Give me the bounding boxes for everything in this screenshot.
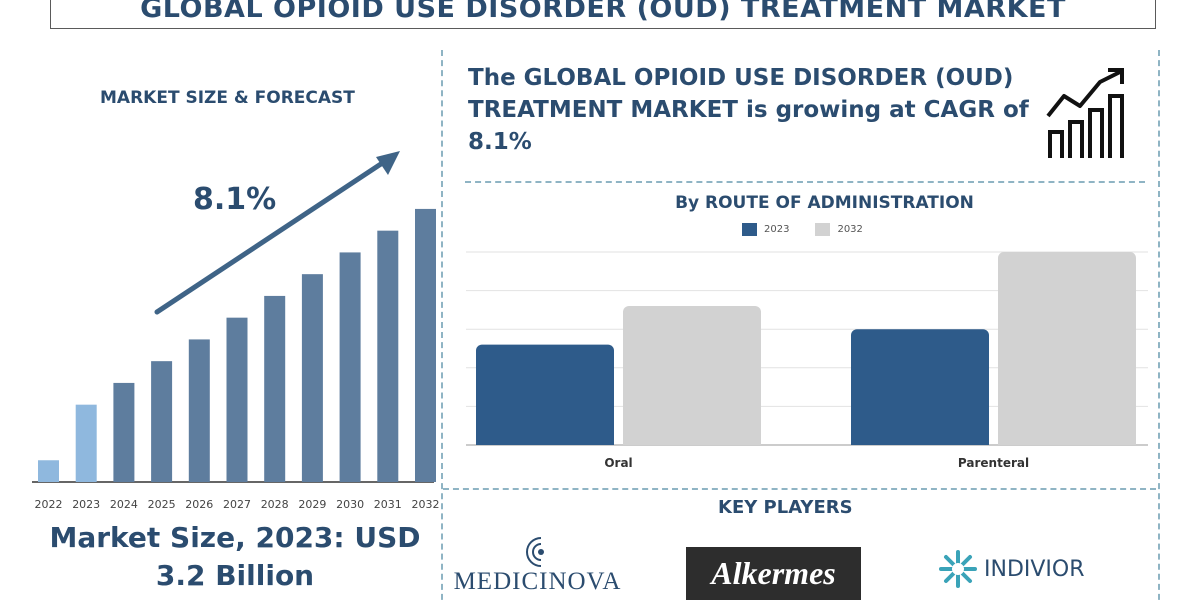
route-legend: 2023 2032 (742, 223, 881, 236)
key-players-title: KEY PLAYERS (718, 497, 853, 518)
tick-label-2025: 2025 (148, 498, 176, 511)
tick-label-2028: 2028 (261, 498, 289, 511)
indivior-star-icon (939, 550, 977, 588)
tick-label-2022: 2022 (35, 498, 63, 511)
medicinova-rings-icon (526, 537, 544, 567)
bar-2029 (301, 274, 323, 482)
bar-2032 (415, 208, 436, 482)
legend-label-2032: 2032 (837, 224, 863, 235)
bar-2028 (264, 295, 286, 482)
alkermes-logo: Alkermes (686, 547, 861, 600)
tick-label-2031: 2031 (374, 498, 402, 511)
vertical-divider (441, 50, 443, 600)
market-size-subtitle: MARKET SIZE & FORECAST (100, 88, 355, 108)
legend-swatch-2023 (742, 223, 757, 236)
bar-2025 (151, 361, 173, 482)
bar-base-oral-2023 (476, 437, 614, 445)
cagr-label: 8.1% (193, 182, 277, 217)
bar-base-parenteral-2032 (998, 437, 1136, 445)
category-label-parenteral: Parenteral (958, 456, 1029, 470)
market-size-line1: Market Size, 2023: USD (49, 521, 421, 554)
bar-2027 (226, 317, 248, 482)
legend-swatch-2032 (815, 223, 831, 236)
headline: The GLOBAL OPIOID USE DISORDER (OUD) TRE… (468, 65, 1029, 155)
title-banner: GLOBAL OPIOID USE DISORDER (OUD) TREATME… (50, 0, 1156, 29)
trend-arrow-head (376, 151, 400, 175)
route-chart-title: By ROUTE OF ADMINISTRATION (675, 193, 974, 213)
medicinova-word: MEDICINOVA (453, 568, 622, 595)
market-size-line2: 3.2 Billion (155, 559, 315, 592)
bar-2022 (38, 460, 59, 482)
route-chart: Oral Parenteral (466, 251, 1148, 470)
bar-2030 (339, 252, 361, 482)
tick-label-2032: 2032 (412, 498, 440, 511)
bar-base-oral-2032 (623, 437, 761, 445)
medicinova-logo: MEDICINOVA (450, 532, 625, 600)
divider-top (465, 181, 1145, 183)
legend-item-2023: 2023 (742, 223, 789, 236)
tick-label-2027: 2027 (223, 498, 251, 511)
page-title: GLOBAL OPIOID USE DISORDER (OUD) TREATME… (140, 0, 1066, 24)
alkermes-word: Alkermes (711, 555, 836, 591)
indivior-word: INDIVIOR (984, 556, 1085, 582)
bar-parenteral-2032 (998, 252, 1136, 445)
bar-parenteral-2023 (851, 329, 989, 445)
tick-label-2029: 2029 (298, 498, 326, 511)
tick-label-2024: 2024 (110, 498, 138, 511)
divider-bottom (443, 488, 1156, 490)
growth-chart-icon (1046, 68, 1124, 158)
legend-label-2023: 2023 (764, 224, 790, 235)
tick-label-2030: 2030 (336, 498, 364, 511)
bar-oral-2023 (476, 344, 614, 445)
bar-base-parenteral-2023 (851, 437, 989, 445)
tick-label-2023: 2023 (72, 498, 100, 511)
market-size-text: Market Size, 2023: USD 3.2 Billion (30, 519, 440, 595)
trend-arrow-shaft (154, 155, 393, 315)
vertical-divider-right (1158, 50, 1160, 600)
category-label-oral: Oral (604, 456, 632, 470)
bar-2031 (377, 230, 399, 482)
bar-2023 (75, 404, 97, 482)
bar-2026 (188, 339, 210, 482)
legend-item-2032: 2032 (815, 223, 863, 236)
indivior-logo: INDIVIOR (938, 548, 1085, 590)
market-size-chart: 2022 2023 2024 2025 2026 2027 2028 2029 2030 2031… (32, 151, 440, 511)
tick-label-2026: 2026 (185, 498, 213, 511)
bar-oral-2032 (623, 306, 761, 445)
bar-2024 (113, 382, 135, 482)
